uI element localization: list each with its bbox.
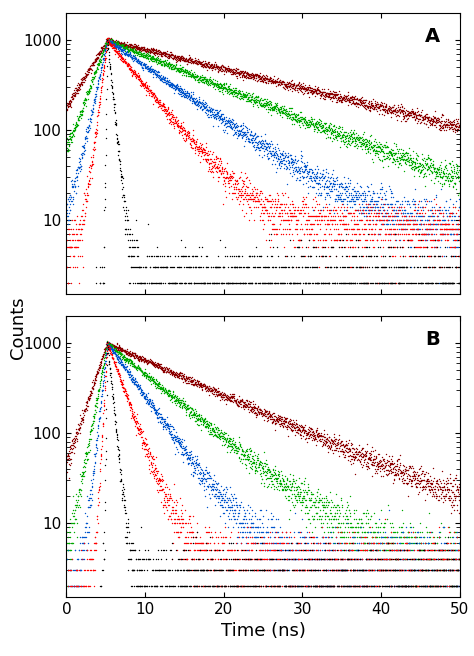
X-axis label: Time (ns): Time (ns) [220, 623, 306, 640]
Text: B: B [425, 331, 440, 349]
Text: A: A [425, 27, 440, 46]
Text: Counts: Counts [9, 297, 27, 359]
